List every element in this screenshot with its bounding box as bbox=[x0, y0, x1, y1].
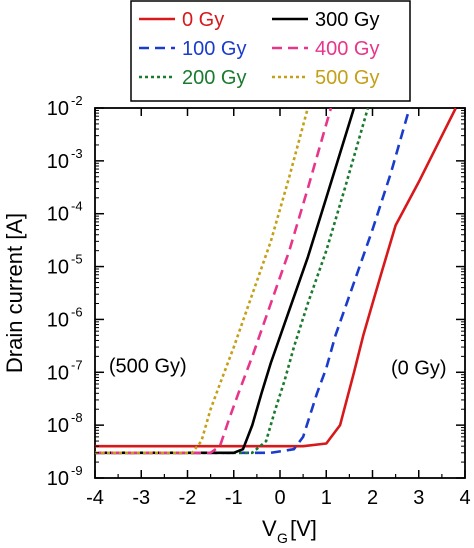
x-axis-ticks: -4 -3 -2 -1 0 1 2 3 4 bbox=[86, 108, 471, 509]
axis-titles: V G [V] Drain current [A] bbox=[2, 213, 317, 546]
x-axis-title: V bbox=[262, 516, 277, 541]
annotation-label: (0 Gy) bbox=[391, 358, 447, 380]
plot-area bbox=[94, 107, 466, 479]
y-tick-label: 10 bbox=[47, 98, 69, 120]
y-tick-exponent: -6 bbox=[71, 304, 83, 319]
legend-label-500-gy: 500 Gy bbox=[315, 67, 379, 89]
y-tick-label: 10 bbox=[47, 257, 69, 279]
series-line-100-gy bbox=[95, 108, 411, 455]
y-tick-exponent: -8 bbox=[71, 410, 83, 425]
legend-label-300-gy: 300 Gy bbox=[315, 9, 379, 31]
x-tick-label: 1 bbox=[321, 487, 332, 509]
legend-label-200-gy: 200 Gy bbox=[182, 67, 246, 89]
series-layer bbox=[95, 108, 457, 455]
y-axis-ticks: 10-910-810-710-610-510-410-310-2 bbox=[47, 93, 465, 490]
x-tick-label: 2 bbox=[367, 487, 378, 509]
y-tick-label: 10 bbox=[47, 309, 69, 331]
y-tick-exponent: -2 bbox=[71, 93, 83, 108]
legend-label-400-gy: 400 Gy bbox=[315, 38, 379, 60]
series-line-300-gy bbox=[95, 108, 356, 455]
y-tick-exponent: -4 bbox=[71, 199, 83, 214]
y-tick-label: 10 bbox=[47, 204, 69, 226]
y-axis-title: Drain current [A] bbox=[2, 213, 27, 373]
x-tick-label: -1 bbox=[225, 487, 243, 509]
y-tick-label: 10 bbox=[47, 415, 69, 437]
y-tick-label: 10 bbox=[47, 362, 69, 384]
legend-label-0-gy: 0 Gy bbox=[182, 9, 224, 31]
annotation-label: (500 Gy) bbox=[109, 355, 187, 377]
y-tick-label: 10 bbox=[47, 151, 69, 173]
y-tick-exponent: -7 bbox=[71, 357, 83, 372]
x-tick-label: -4 bbox=[86, 487, 104, 509]
x-axis-title-unit: [V] bbox=[290, 516, 317, 541]
legend: 0 Gy 300 Gy 100 Gy 400 Gy 200 Gy 500 Gy bbox=[130, 0, 411, 102]
x-tick-label: 3 bbox=[413, 487, 424, 509]
y-tick-label: 10 bbox=[47, 468, 69, 490]
x-tick-label: -3 bbox=[132, 487, 150, 509]
x-tick-label: -2 bbox=[179, 487, 197, 509]
legend-box bbox=[130, 0, 411, 102]
x-tick-label: 0 bbox=[274, 487, 285, 509]
y-tick-exponent: -9 bbox=[71, 463, 83, 478]
legend-label-100-gy: 100 Gy bbox=[182, 38, 246, 60]
x-axis-title-subscript: G bbox=[277, 530, 288, 546]
series-line-400-gy bbox=[95, 108, 333, 455]
x-tick-label: 4 bbox=[459, 487, 470, 509]
series-line-500-gy bbox=[95, 108, 310, 455]
y-tick-exponent: -3 bbox=[71, 146, 83, 161]
series-line-0-gy bbox=[95, 108, 457, 448]
annotations: (500 Gy) (0 Gy) bbox=[109, 355, 447, 379]
y-tick-exponent: -5 bbox=[71, 252, 83, 267]
